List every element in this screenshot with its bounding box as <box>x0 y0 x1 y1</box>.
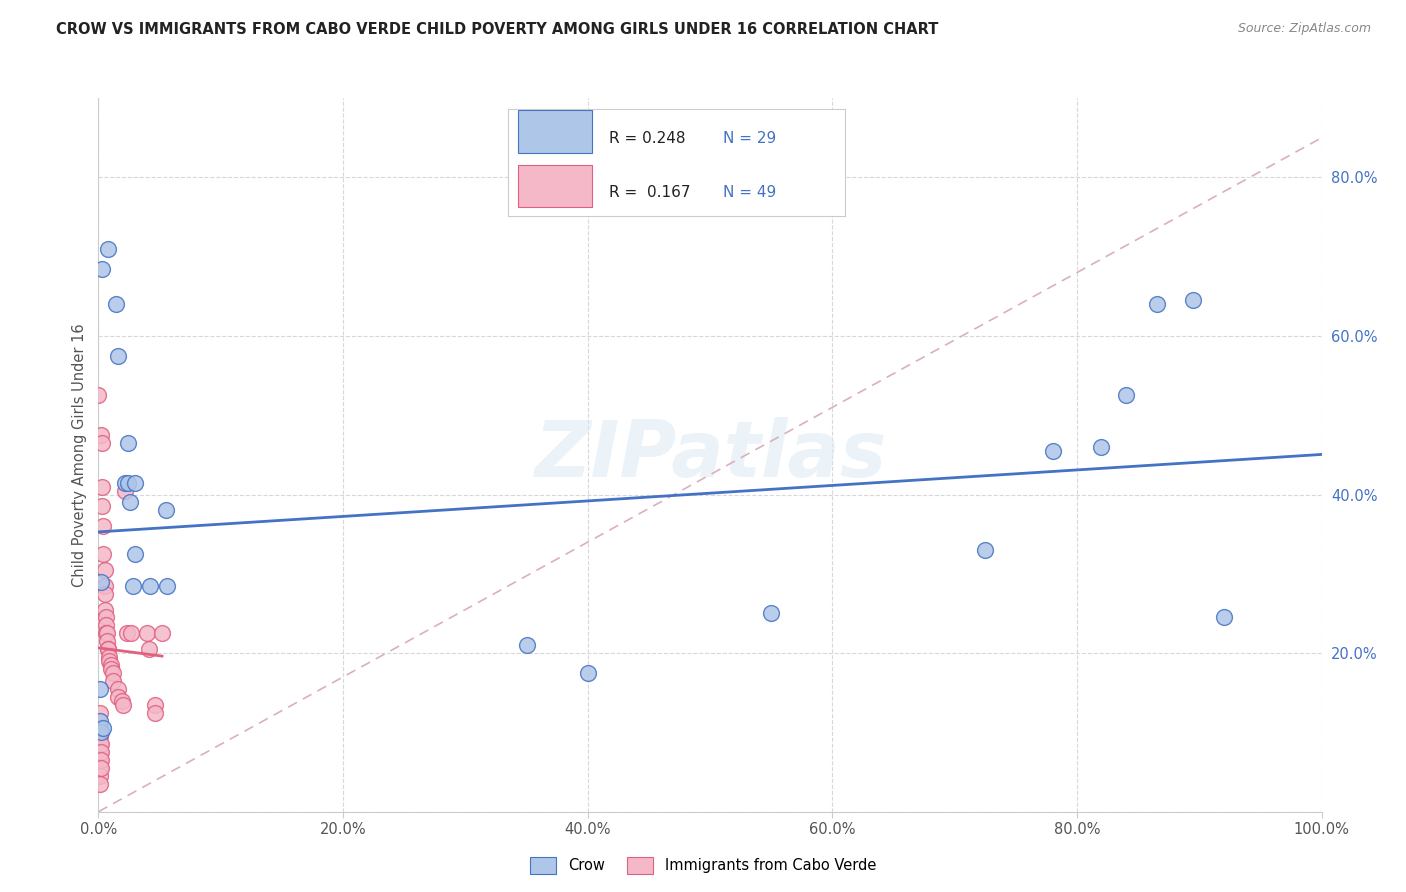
Point <box>89 681 111 696</box>
Point <box>93 563 115 577</box>
Point <box>155 503 177 517</box>
Point <box>515 638 537 652</box>
Point <box>90 753 112 767</box>
Legend: Crow, Immigrants from Cabo Verde: Crow, Immigrants from Cabo Verde <box>524 851 882 880</box>
Point <box>139 579 162 593</box>
Point <box>104 297 127 311</box>
Point <box>93 587 115 601</box>
Point <box>974 543 997 558</box>
Point <box>94 618 117 632</box>
Point <box>100 658 122 673</box>
Point <box>98 654 121 668</box>
Point <box>124 475 146 490</box>
Point <box>93 602 115 616</box>
Point <box>117 475 139 490</box>
Point <box>111 694 134 708</box>
Point <box>90 745 112 759</box>
Point <box>89 722 111 736</box>
Point <box>87 388 110 402</box>
Point <box>91 519 114 533</box>
Point <box>91 436 114 450</box>
Point <box>101 665 124 680</box>
Point <box>111 698 134 712</box>
Text: Source: ZipAtlas.com: Source: ZipAtlas.com <box>1237 22 1371 36</box>
Point <box>90 574 112 589</box>
Point <box>97 642 120 657</box>
Point <box>93 579 115 593</box>
Point <box>101 673 124 688</box>
Point <box>89 730 111 744</box>
Point <box>91 480 114 494</box>
Point <box>120 495 142 509</box>
Point <box>100 662 122 676</box>
Point <box>91 547 114 561</box>
Point <box>97 242 120 256</box>
Point <box>90 725 112 739</box>
Point <box>114 475 136 490</box>
Point <box>107 690 129 704</box>
Point <box>107 681 129 696</box>
Y-axis label: Child Poverty Among Girls Under 16: Child Poverty Among Girls Under 16 <box>72 323 87 587</box>
Point <box>1146 297 1168 311</box>
Point <box>89 777 111 791</box>
Point <box>1182 293 1205 308</box>
Text: ZIPatlas: ZIPatlas <box>534 417 886 493</box>
Point <box>91 500 114 514</box>
Point <box>124 547 146 561</box>
Point <box>1042 444 1064 458</box>
Point <box>96 634 118 648</box>
Point <box>89 753 111 767</box>
Point <box>91 261 114 276</box>
Text: CROW VS IMMIGRANTS FROM CABO VERDE CHILD POVERTY AMONG GIRLS UNDER 16 CORRELATIO: CROW VS IMMIGRANTS FROM CABO VERDE CHILD… <box>56 22 939 37</box>
Point <box>94 626 117 640</box>
Point <box>150 626 173 640</box>
Point <box>98 650 121 665</box>
Point <box>1212 610 1234 624</box>
Point <box>121 579 143 593</box>
Point <box>576 665 599 680</box>
Point <box>89 706 111 720</box>
Point <box>107 349 129 363</box>
Point <box>143 698 166 712</box>
Point <box>90 761 112 775</box>
Point <box>138 642 160 657</box>
Point <box>114 483 136 498</box>
Point <box>143 706 166 720</box>
Point <box>117 436 139 450</box>
Point <box>1090 440 1112 454</box>
Point <box>156 579 179 593</box>
Point <box>89 769 111 783</box>
Point <box>96 626 118 640</box>
Point <box>120 626 142 640</box>
Point <box>136 626 159 640</box>
Point <box>115 626 138 640</box>
Point <box>89 714 111 728</box>
Point <box>97 642 120 657</box>
Point <box>89 737 111 751</box>
Point <box>91 722 114 736</box>
Point <box>94 610 117 624</box>
Point <box>1115 388 1137 402</box>
Point <box>89 761 111 775</box>
Point <box>761 607 783 621</box>
Point <box>90 737 112 751</box>
Point <box>90 428 112 442</box>
Point <box>89 745 111 759</box>
